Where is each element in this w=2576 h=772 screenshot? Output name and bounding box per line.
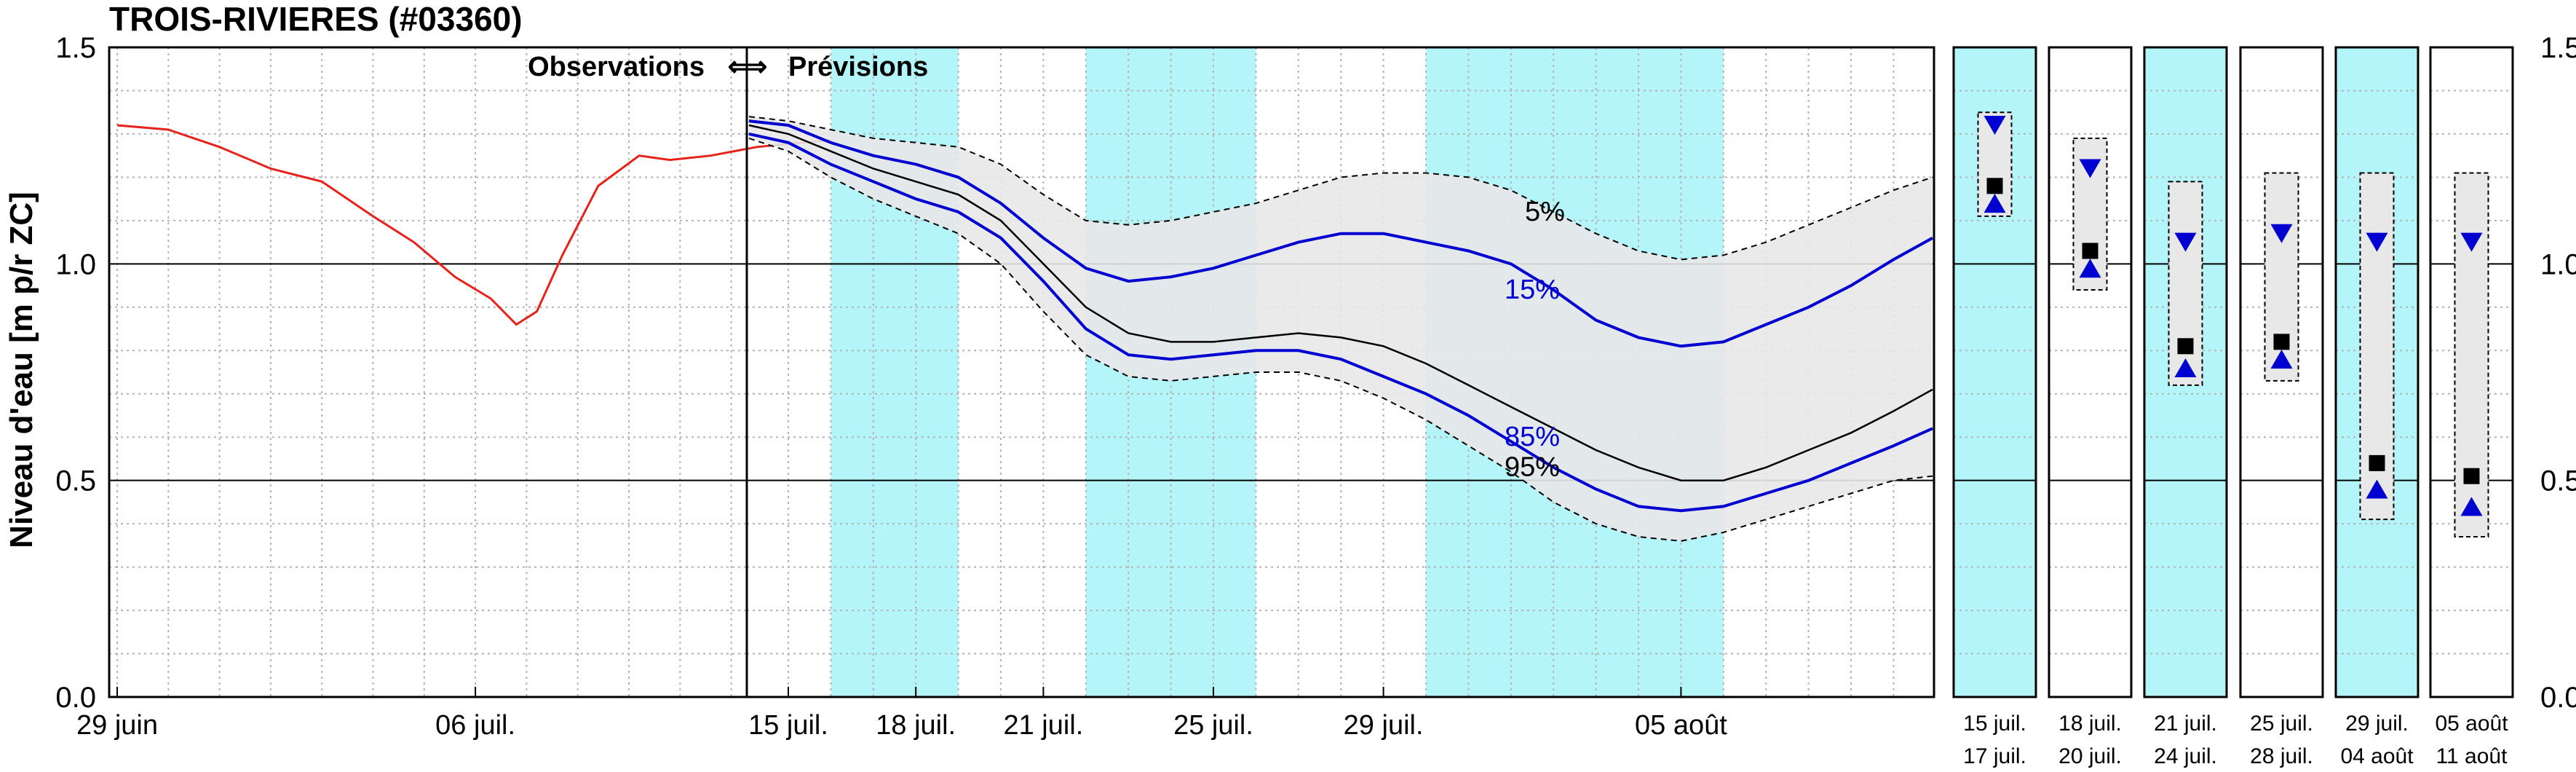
period-end-label: 20 juil. bbox=[2058, 744, 2122, 768]
chart-title: TROIS-RIVIERES (#03360) bbox=[109, 0, 523, 38]
y-tick-label: 1.5 bbox=[55, 32, 96, 64]
period-end-label: 17 juil. bbox=[1963, 744, 2026, 768]
summary-frame bbox=[2048, 46, 2133, 698]
observed-series-line bbox=[116, 124, 849, 326]
observation-grid bbox=[109, 47, 747, 697]
percentile-label: 5% bbox=[1525, 197, 1565, 227]
observation-x-ticks: 29 juin 06 juil. bbox=[76, 687, 515, 741]
max-marker bbox=[2270, 224, 2293, 243]
min-marker bbox=[2174, 358, 2197, 378]
previsions-label: Prévisions bbox=[788, 52, 928, 82]
x-tick-label: 05 août bbox=[1635, 710, 1727, 741]
median-line bbox=[748, 124, 1933, 481]
percentile-labels: 5% 15% 85%95% bbox=[1505, 197, 1565, 483]
x-tick-label: 21 juil. bbox=[1003, 710, 1083, 741]
y-tick-label: 1.5 bbox=[2540, 32, 2576, 64]
max-marker bbox=[2366, 232, 2388, 252]
x-tick-label: 29 juin bbox=[76, 710, 158, 741]
x-tick-label: 25 juil. bbox=[1173, 710, 1253, 741]
percentile-label: 95% bbox=[1505, 452, 1560, 483]
summary-frame bbox=[1952, 46, 2037, 698]
summary-panels: 15 juil. 17 juil. 18 juil. 20 juil. 21 juil.… bbox=[1952, 46, 2514, 768]
confidence-band bbox=[749, 117, 1933, 541]
summary-panel: 21 juil. 24 juil. bbox=[2143, 46, 2228, 768]
y-ticks-left: 0.0 0.5 1.0 1.5 bbox=[55, 32, 96, 714]
median-marker bbox=[2369, 454, 2385, 471]
obs-prev-annotation: Observations ⟺ Prévisions bbox=[528, 52, 928, 82]
observation-lines bbox=[116, 124, 849, 326]
forecast-frame bbox=[745, 46, 1935, 698]
period-start-label: 05 août bbox=[2435, 712, 2508, 736]
y-tick-label: 0.5 bbox=[2540, 465, 2576, 497]
min-marker bbox=[1983, 194, 2006, 213]
summary-panel: 15 juil. 17 juil. bbox=[1952, 46, 2037, 768]
y-tick-label: 1.0 bbox=[2540, 248, 2576, 280]
median-marker bbox=[2273, 334, 2290, 350]
observation-panel: 29 juin 06 juil. bbox=[76, 46, 849, 741]
min-marker bbox=[2270, 350, 2293, 369]
range-box bbox=[2168, 181, 2203, 386]
summary-frame bbox=[2429, 46, 2514, 698]
percentile-label: 15% bbox=[1505, 275, 1560, 305]
y-tick-label: 0.5 bbox=[55, 465, 96, 497]
min-marker bbox=[2079, 259, 2101, 278]
summary-panel: 25 juil. 28 juil. bbox=[2239, 46, 2324, 768]
period-end-label: 28 juil. bbox=[2250, 744, 2313, 768]
period-end-label: 11 août bbox=[2436, 744, 2508, 768]
band-lower-edge bbox=[748, 137, 1933, 542]
median-marker bbox=[2177, 338, 2194, 355]
forecast-lines bbox=[748, 119, 1933, 513]
max-marker bbox=[1983, 116, 2006, 135]
x-tick-label: 06 juil. bbox=[435, 710, 515, 741]
y-axis-label: Niveau d'eau [m p/r ZC] bbox=[4, 192, 39, 548]
summary-panel: 05 août 11 août bbox=[2429, 46, 2514, 768]
y-tick-label: 0.0 bbox=[2540, 682, 2576, 714]
summary-panel: 18 juil. 20 juil. bbox=[2048, 46, 2133, 768]
y-tick-label: 1.0 bbox=[55, 248, 96, 280]
period-start-label: 25 juil. bbox=[2250, 712, 2313, 736]
period-start-label: 29 juil. bbox=[2345, 712, 2409, 736]
y-ticks-right: 0.0 0.5 1.0 1.5 bbox=[2540, 32, 2576, 714]
min-marker bbox=[2366, 479, 2388, 499]
median-marker bbox=[2463, 468, 2480, 484]
x-tick-label: 29 juil. bbox=[1344, 710, 1424, 741]
forecast-band bbox=[748, 116, 1933, 542]
median-marker bbox=[1986, 178, 2003, 194]
y-tick-label: 0.0 bbox=[55, 682, 96, 714]
forecast-panel: 5% 15% 85%95% 15 juil. 18 juil. 21 juil. 25 j… bbox=[745, 46, 1935, 741]
max-marker bbox=[2079, 159, 2101, 178]
max-marker bbox=[2460, 232, 2483, 252]
period-start-label: 18 juil. bbox=[2058, 712, 2122, 736]
p15-line bbox=[748, 119, 1933, 348]
x-tick-label: 15 juil. bbox=[748, 710, 828, 741]
forecast-x-ticks: 15 juil. 18 juil. 21 juil. 25 juil. 29 juil.… bbox=[748, 687, 1727, 741]
p95-line bbox=[748, 132, 1933, 513]
summary-frame bbox=[2334, 46, 2420, 698]
summary-panel: 29 juil. 04 août bbox=[2334, 46, 2420, 768]
median-marker bbox=[2082, 243, 2099, 259]
period-start-label: 21 juil. bbox=[2154, 712, 2217, 736]
summary-frame bbox=[2143, 46, 2228, 698]
observations-label: Observations bbox=[528, 52, 705, 82]
period-start-label: 15 juil. bbox=[1963, 712, 2026, 736]
percentile-label: 85% bbox=[1505, 422, 1560, 452]
double-arrow-icon: ⟺ bbox=[728, 52, 767, 82]
band-upper-edge bbox=[748, 116, 1933, 261]
period-end-label: 04 août bbox=[2340, 744, 2414, 768]
min-marker bbox=[2460, 497, 2483, 516]
max-marker bbox=[2174, 232, 2197, 252]
period-end-label: 24 juil. bbox=[2154, 744, 2217, 768]
x-tick-label: 18 juil. bbox=[876, 710, 956, 741]
summary-frame bbox=[2239, 46, 2324, 698]
